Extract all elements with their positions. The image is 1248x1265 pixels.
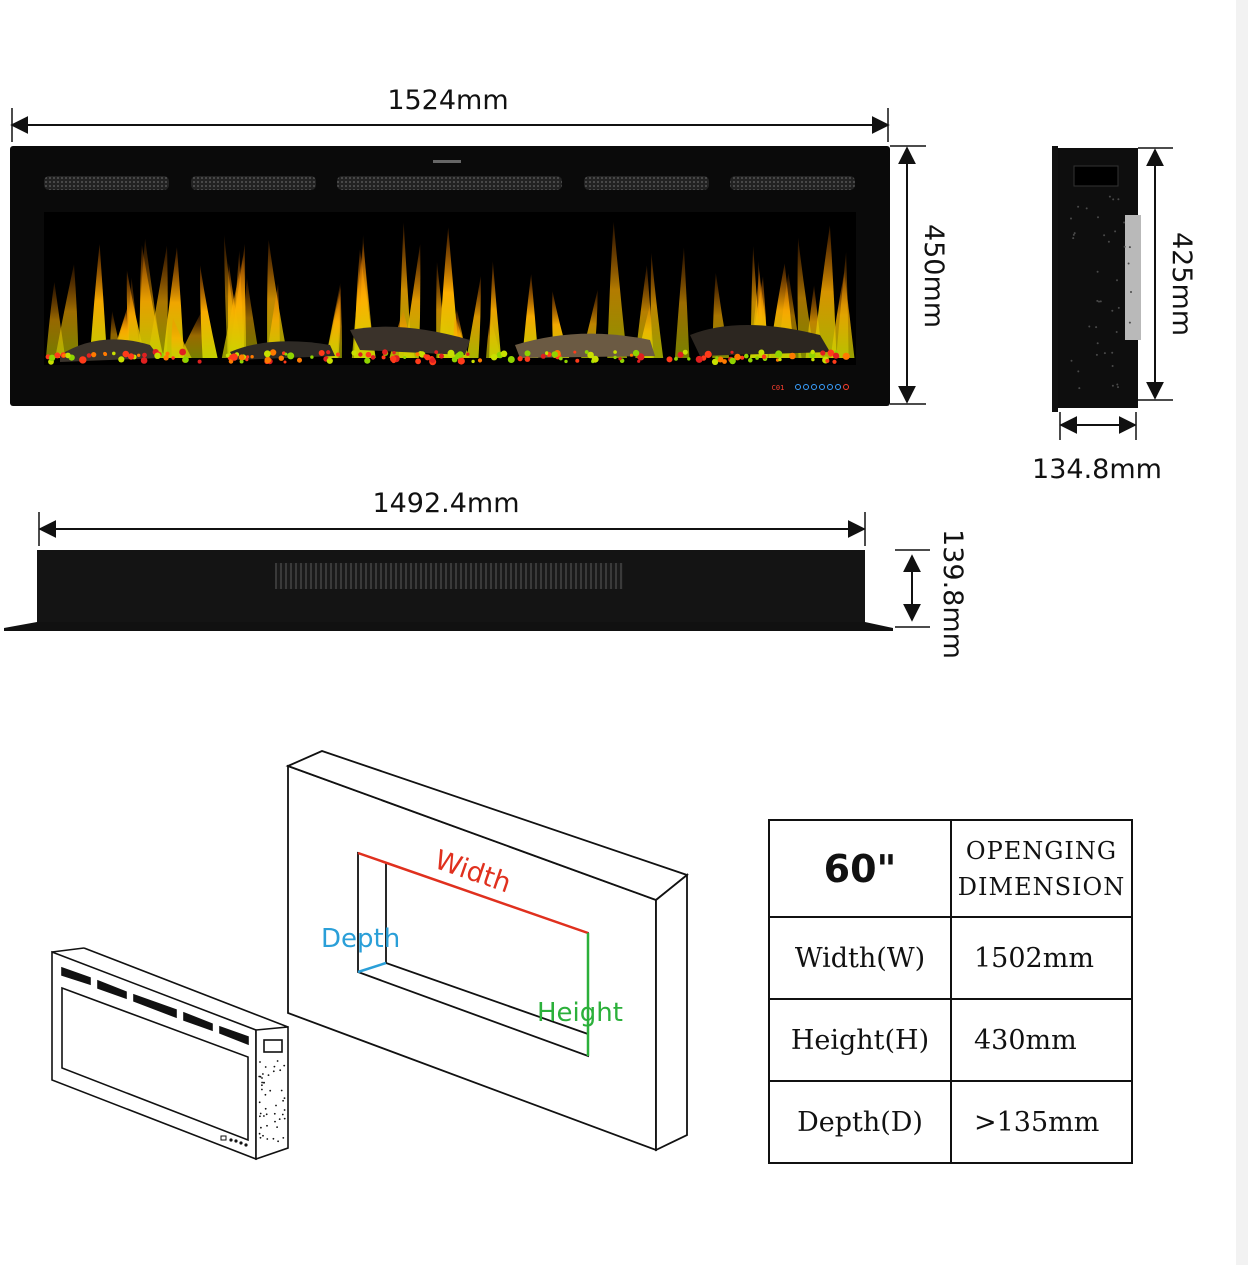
fireplace-vent-d	[183, 1011, 213, 1032]
fireplace-vent-c	[133, 993, 177, 1019]
side-view: 425mm 134.8mm	[1032, 146, 1197, 485]
top-brand-badge	[433, 160, 461, 163]
table-row: Depth(D) >135mm	[768, 1080, 1133, 1164]
fireplace-vent-a	[61, 966, 91, 986]
opening-depth-line	[357, 961, 387, 974]
fireplace-side-dots	[258, 1060, 286, 1143]
top-vent-3	[337, 176, 562, 190]
power-button-icon[interactable]	[795, 384, 801, 390]
top-view: 1492.4mm 139.8mm	[4, 488, 968, 659]
table-heading-line1: OPENGING	[965, 836, 1118, 865]
table-header-row: 60" OPENGING DIMENSION	[768, 819, 1133, 918]
side-label-sticker	[1125, 215, 1141, 340]
side-handle	[1073, 165, 1119, 187]
top-vent-2	[191, 176, 316, 190]
fireplace-side-handle	[263, 1039, 283, 1053]
fireplace-glass	[61, 986, 249, 1142]
top-vent-4	[584, 176, 709, 190]
front-width-label: 1524mm	[387, 85, 508, 116]
front-view: 1524mm C01 450mm	[10, 85, 949, 406]
top-front-flange	[4, 622, 893, 631]
ember-bed	[45, 348, 850, 366]
table-row-label: Width(W)	[768, 916, 952, 1000]
table-row-value: 1502mm	[950, 916, 1133, 1000]
opening-width-line	[357, 851, 589, 935]
side-flange	[1052, 146, 1058, 412]
control-panel-display: C01	[772, 384, 785, 392]
fireplace-side-box	[255, 1026, 289, 1161]
side-depth-label: 134.8mm	[1032, 454, 1162, 485]
side-body	[1058, 148, 1138, 408]
table-heading-cell: OPENGING DIMENSION	[950, 819, 1133, 918]
fireplace-vent-e	[219, 1025, 249, 1046]
table-row-label: Depth(D)	[768, 1080, 952, 1164]
flame-effect	[45, 221, 855, 358]
table-row-label: Height(H)	[768, 998, 952, 1082]
top-depth-label: 139.8mm	[937, 529, 968, 659]
top-vent-5	[730, 176, 855, 190]
top-width-label: 1492.4mm	[372, 488, 519, 519]
table-row-value: 430mm	[950, 998, 1133, 1082]
wall-opening-illustration	[285, 750, 689, 1152]
opening-dimension-table: 60" OPENGING DIMENSION Width(W) 1502mm H…	[768, 819, 1133, 1164]
top-vent-grille	[275, 563, 623, 589]
table-size-cell: 60"	[768, 819, 952, 918]
fireplace-line-drawing	[51, 947, 289, 1161]
table-heading-line2: DIMENSION	[957, 872, 1126, 901]
control-panel-buttons	[795, 384, 849, 390]
side-screw-holes	[1070, 195, 1132, 390]
fireplace-mini-controls	[220, 1135, 248, 1147]
wall-side-face	[655, 873, 688, 1152]
table-row: Width(W) 1502mm	[768, 916, 1133, 1000]
top-vent-1	[44, 176, 169, 190]
page-edge-strip	[1236, 0, 1248, 1265]
side-height-label: 425mm	[1166, 232, 1197, 336]
table-row-value: >135mm	[950, 1080, 1133, 1164]
opening-depth-label: Depth	[321, 924, 400, 954]
opening-height-label: Height	[537, 998, 623, 1028]
front-height-label: 450mm	[918, 224, 949, 328]
fireplace-vent-b	[97, 979, 127, 1000]
table-row: Height(H) 430mm	[768, 998, 1133, 1082]
